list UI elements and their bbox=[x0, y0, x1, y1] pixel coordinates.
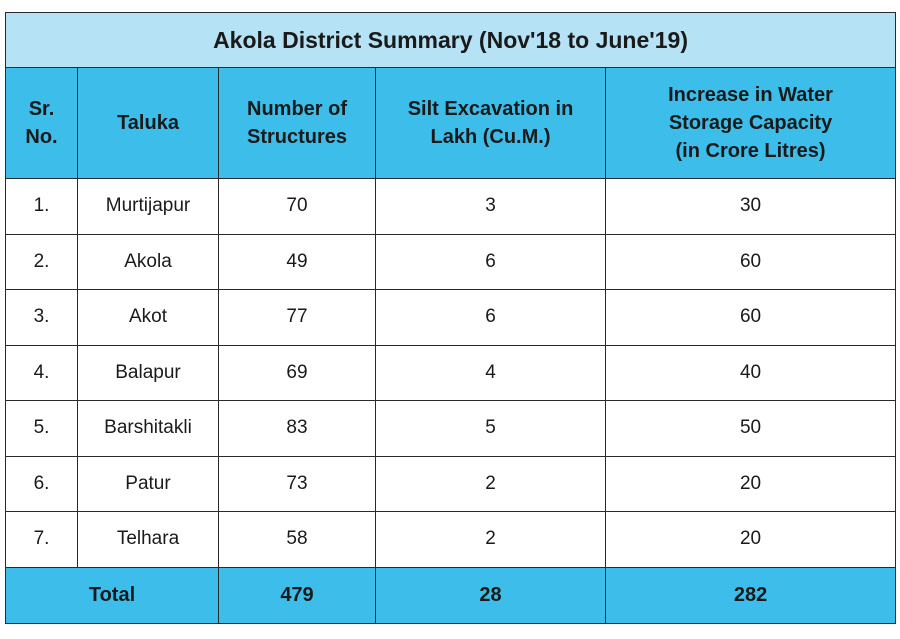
data-row: 2. Akola 49 6 60 bbox=[5, 233, 897, 290]
cell: 5 bbox=[375, 400, 606, 457]
cell: Murtijapur bbox=[77, 178, 219, 235]
column-header: Sr. No. bbox=[5, 67, 78, 179]
summary-table: Akola District Summary (Nov'18 to June'1… bbox=[4, 12, 897, 624]
cell: 83 bbox=[218, 400, 376, 457]
cell: 2 bbox=[375, 455, 606, 512]
data-row: 6. Patur 73 2 20 bbox=[5, 455, 897, 512]
total-cell: 479 bbox=[218, 566, 376, 624]
cell: 70 bbox=[218, 178, 376, 235]
cell: 50 bbox=[604, 400, 897, 457]
total-cell: 28 bbox=[375, 566, 606, 624]
cell: 5. bbox=[5, 400, 78, 457]
cell: 6 bbox=[375, 289, 606, 346]
cell: Barshitakli bbox=[77, 400, 219, 457]
cell: 4. bbox=[5, 344, 78, 401]
cell: 2. bbox=[5, 233, 78, 290]
column-header: Silt Excavation in Lakh (Cu.M.) bbox=[375, 67, 606, 179]
data-row: 5. Barshitakli 83 5 50 bbox=[5, 400, 897, 457]
cell: 60 bbox=[604, 289, 897, 346]
cell: 30 bbox=[604, 178, 897, 235]
column-header: Increase in Water Storage Capacity (in C… bbox=[604, 67, 897, 179]
cell: Akot bbox=[77, 289, 219, 346]
data-row: 1. Murtijapur 70 3 30 bbox=[5, 178, 897, 235]
column-header: Taluka bbox=[77, 67, 219, 179]
cell: 69 bbox=[218, 344, 376, 401]
total-row: Total 479 28 282 bbox=[5, 566, 897, 624]
data-row: 7. Telhara 58 2 20 bbox=[5, 511, 897, 568]
cell: 2 bbox=[375, 511, 606, 568]
header-row: Sr. No. Taluka Number of Structures Silt Ex… bbox=[5, 67, 897, 179]
cell: Balapur bbox=[77, 344, 219, 401]
cell: Telhara bbox=[77, 511, 219, 568]
cell: 6. bbox=[5, 455, 78, 512]
cell: 58 bbox=[218, 511, 376, 568]
cell: Akola bbox=[77, 233, 219, 290]
title-row: Akola District Summary (Nov'18 to June'1… bbox=[4, 12, 897, 68]
cell: 1. bbox=[5, 178, 78, 235]
cell: 40 bbox=[604, 344, 897, 401]
data-row: 4. Balapur 69 4 40 bbox=[5, 344, 897, 401]
cell: 20 bbox=[604, 455, 897, 512]
cell: 6 bbox=[375, 233, 606, 290]
cell: 3 bbox=[375, 178, 606, 235]
total-cell: 282 bbox=[604, 566, 897, 624]
cell: 49 bbox=[218, 233, 376, 290]
cell: 73 bbox=[218, 455, 376, 512]
total-label: Total bbox=[5, 566, 219, 624]
cell: 77 bbox=[218, 289, 376, 346]
table-title: Akola District Summary (Nov'18 to June'1… bbox=[4, 12, 897, 68]
table-body: 1. Murtijapur 70 3 30 2. Akola 49 6 60 3. Akot 77 6 60… bbox=[5, 178, 897, 624]
cell: 4 bbox=[375, 344, 606, 401]
cell: 60 bbox=[604, 233, 897, 290]
cell: 3. bbox=[5, 289, 78, 346]
column-header: Number of Structures bbox=[218, 67, 376, 179]
data-row: 3. Akot 77 6 60 bbox=[5, 289, 897, 346]
cell: 20 bbox=[604, 511, 897, 568]
cell: 7. bbox=[5, 511, 78, 568]
cell: Patur bbox=[77, 455, 219, 512]
